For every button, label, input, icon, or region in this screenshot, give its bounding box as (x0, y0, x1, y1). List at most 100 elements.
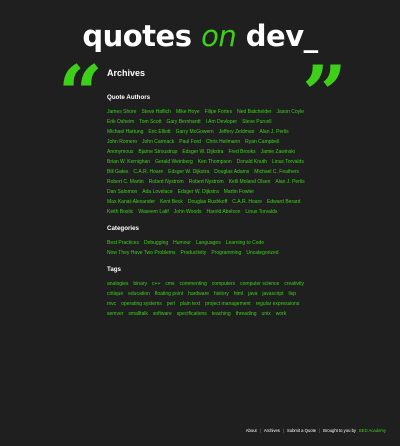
author-link[interactable]: C.A.R. Hoare (232, 199, 262, 205)
tag-link[interactable]: unix (261, 311, 271, 317)
author-link[interactable]: Bjarne Stroustrup (138, 149, 178, 155)
author-link[interactable]: Robert C. Martin (107, 179, 144, 185)
author-link[interactable]: John Romero (107, 139, 138, 145)
author-link[interactable]: Robert Nystrom (188, 179, 224, 185)
author-link[interactable]: Fred Brooks (228, 149, 256, 155)
tag-link[interactable]: plain text (180, 301, 201, 307)
tag-link[interactable]: regular expressions (255, 301, 300, 307)
author-link[interactable]: Jeffery Zeldman (218, 129, 255, 135)
author-link[interactable]: Filipe Fortes (204, 109, 233, 115)
category-link[interactable]: Debugging (143, 240, 169, 246)
author-link[interactable]: Gerald Weinberg (155, 159, 193, 165)
author-link[interactable]: Linus Torvalds (245, 209, 278, 215)
category-link[interactable]: Best Practices (107, 240, 139, 246)
author-link[interactable]: Eric Elliott (148, 129, 171, 135)
tag-link[interactable]: smalltalk (128, 311, 148, 317)
author-link[interactable]: Keith Bostic (107, 209, 134, 215)
tag-link[interactable]: hardware (188, 291, 210, 297)
tag-link[interactable]: lisp (288, 291, 297, 297)
tag-link[interactable]: threading (235, 311, 257, 317)
tag-link[interactable]: software (152, 311, 172, 317)
tag-link[interactable]: commenting (179, 281, 207, 287)
footer-brand-link[interactable]: BED Academy (359, 428, 386, 433)
author-link[interactable]: Edward Berard (267, 199, 301, 205)
author-link[interactable]: Chris Heilmann (205, 139, 241, 145)
tag-link[interactable]: computers (211, 281, 236, 287)
author-link[interactable]: Steve Haflich (141, 109, 171, 115)
site-logo[interactable]: quotes on dev_ (0, 18, 400, 54)
author-link[interactable]: Mike Hoye (175, 109, 200, 115)
author-link[interactable]: Brian W. Kernighan (107, 159, 151, 165)
footer-archives-link[interactable]: Archives (263, 428, 280, 433)
footer-about-link[interactable]: About (245, 428, 257, 433)
tag-link[interactable]: perl (166, 301, 176, 307)
author-link[interactable]: James Shore (107, 109, 137, 115)
author-link[interactable]: Paul Ford (179, 139, 201, 145)
author-link[interactable]: Douglas Rushkoff (187, 199, 228, 205)
author-link[interactable]: Garry McGowern (175, 129, 214, 135)
author-link[interactable]: Kelli Moland Olsen (228, 179, 271, 185)
tag-link[interactable]: operating systems (121, 301, 162, 307)
author-link[interactable]: Donald Knuth (236, 159, 267, 165)
author-link[interactable]: Dan Salomon (107, 189, 138, 195)
author-link[interactable]: Michael C. Feathers (254, 169, 300, 175)
footer-submit-link[interactable]: Submit a Quote (286, 428, 317, 433)
author-link[interactable]: Alan J. Perlis (259, 129, 289, 135)
category-link[interactable]: Languages (195, 240, 221, 246)
author-link[interactable]: Max Kanat-Alexander (107, 199, 156, 205)
category-link[interactable]: Uncategorized (246, 250, 279, 256)
category-link[interactable]: Humour (173, 240, 191, 246)
tag-link[interactable]: mvc (107, 301, 117, 307)
category-link[interactable]: Programming (211, 250, 242, 256)
category-link[interactable]: Learning to Code (225, 240, 265, 246)
tag-link[interactable]: javascript (262, 291, 284, 297)
tag-link[interactable]: binary (133, 281, 148, 287)
tag-link[interactable]: java (248, 291, 258, 297)
tag-link[interactable]: semver (107, 311, 124, 317)
author-link[interactable]: Edsger W. Dijkstra (177, 189, 219, 195)
author-link[interactable]: Harold Abelson (206, 209, 241, 215)
tag-link[interactable]: teaching (211, 311, 231, 317)
author-link[interactable]: Ryan Campbell (245, 139, 280, 145)
author-link[interactable]: Jamie Zawinski (260, 149, 295, 155)
author-link[interactable]: Tom Scott (139, 119, 162, 125)
author-link[interactable]: Bill Gates (107, 169, 129, 175)
author-link[interactable]: I Am Devloper (205, 119, 238, 125)
tag-link[interactable]: floating point (154, 291, 184, 297)
author-link[interactable]: Kent Beck (160, 199, 183, 205)
author-link[interactable]: Steve Purcell (242, 119, 272, 125)
tag-link[interactable]: html (233, 291, 244, 297)
tag-link[interactable]: work (275, 311, 287, 317)
author-link[interactable]: Martin Fowler (223, 189, 255, 195)
category-link[interactable]: Productivity (180, 250, 207, 256)
tag-link[interactable]: history (214, 291, 229, 297)
author-link[interactable]: Michael Hartung (107, 129, 144, 135)
author-link[interactable]: Ned Batchelder (237, 109, 272, 115)
author-link[interactable]: Douglas Adams (214, 169, 250, 175)
tag-link[interactable]: c++ (152, 281, 161, 287)
author-link[interactable]: Edsger W. Dijkstra (182, 149, 224, 155)
author-link[interactable]: John Carmack (142, 139, 175, 145)
author-link[interactable]: Anonymous (107, 149, 134, 155)
category-link[interactable]: Now They Have Two Problems (107, 250, 176, 256)
author-link[interactable]: Linus Torvalds (271, 159, 304, 165)
author-link[interactable]: C.A.R. Hoare (133, 169, 164, 175)
tag-link[interactable]: computer science (240, 281, 280, 287)
author-link[interactable]: Gary Bernhardt (166, 119, 201, 125)
author-link[interactable]: Edsger W. Dijkstra (168, 169, 210, 175)
tag-link[interactable]: analogies (107, 281, 129, 287)
tag-link[interactable]: project management (205, 301, 251, 307)
author-link[interactable]: John Woods (173, 209, 202, 215)
author-link[interactable]: Robert Nystrom (148, 179, 184, 185)
author-link[interactable]: Ken Thompson (197, 159, 232, 165)
author-link[interactable]: Jason Coyle (276, 109, 305, 115)
tag-link[interactable]: critique (107, 291, 124, 297)
tag-link[interactable]: cms (165, 281, 175, 287)
author-link[interactable]: Waseem Latif (138, 209, 169, 215)
author-link[interactable]: Erik Osheim (107, 119, 135, 125)
author-link[interactable]: Ada Lovelace (142, 189, 173, 195)
tag-link[interactable]: creativity (284, 281, 305, 287)
tag-link[interactable]: education (128, 291, 150, 297)
author-link[interactable]: Alan J. Perlis (275, 179, 305, 185)
tag-link[interactable]: specifications (176, 311, 207, 317)
